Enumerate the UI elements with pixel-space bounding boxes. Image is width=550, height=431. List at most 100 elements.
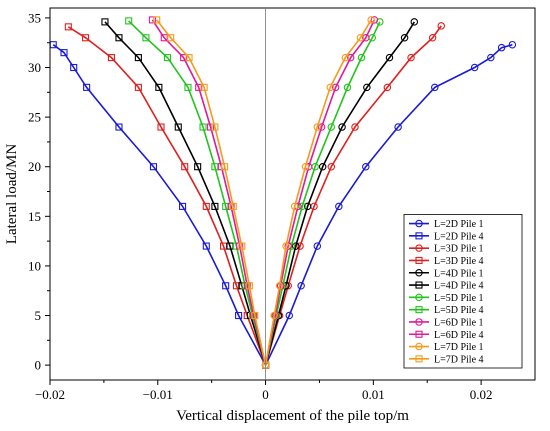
series-10 [261,16,375,369]
data-point [70,63,78,72]
data-point [83,83,91,91]
legend-marker [415,318,423,326]
data-point [400,34,409,42]
data-point [202,202,210,210]
data-point [282,242,290,250]
data-point [142,34,150,42]
data-point [362,34,370,42]
data-point [338,123,346,131]
legend-marker [415,232,423,240]
data-point [134,54,142,62]
data-point [487,53,495,62]
y-tick-label: 15 [28,209,41,224]
legend-label: L=3D Pile 1 [434,244,484,255]
data-point [270,311,278,320]
data-point [245,282,253,290]
data-point [298,202,306,211]
legend-marker [415,256,423,265]
data-point [343,83,352,92]
series-2 [261,22,445,369]
data-point [115,34,123,42]
data-point [470,63,479,72]
data-point [101,18,109,26]
x-axis-title: Vertical displacement of the pile top/m [176,408,409,424]
data-point [370,16,379,24]
legend-label: L=7D Pile 1 [434,342,484,353]
data-point [60,49,68,57]
data-point [284,242,292,250]
series-line [128,20,267,366]
data-point [297,282,305,290]
data-point [134,83,142,91]
data-point [232,282,241,290]
data-point [497,43,506,52]
y-tick-label: 35 [28,10,41,25]
legend-marker [415,355,423,363]
data-point [284,282,292,290]
data-point [327,123,336,131]
legend-label: L=5D Pile 1 [434,293,484,304]
data-point [179,202,187,210]
data-point [331,83,340,92]
series-line [264,25,442,366]
data-point [174,123,182,131]
data-point [222,282,230,290]
data-point [407,53,415,62]
data-point [346,53,355,62]
data-point [428,34,437,42]
legend-marker [415,268,423,277]
series-line [67,26,267,366]
data-point [303,202,312,211]
plot-frame [49,7,536,381]
data-point [155,83,163,91]
legend-label: L=5D Pile 4 [434,305,484,316]
series-line [104,21,267,366]
data-point [181,163,189,171]
data-point [301,162,310,171]
data-point [211,202,219,210]
series-line [264,19,372,366]
data-point [195,83,203,91]
data-point [148,16,156,24]
data-point [362,162,370,171]
data-point [313,123,322,131]
y-tick-label: 5 [35,308,42,323]
data-point [115,123,123,131]
data-point [64,23,72,31]
series-1 [49,41,270,369]
data-point [125,17,133,25]
data-point [431,83,439,92]
y-tick-label: 0 [35,358,42,373]
data-point [184,83,192,91]
data-point [235,311,243,320]
data-point [185,54,193,62]
data-point [251,311,259,320]
y-axis-title: Lateral load/MN [4,144,20,245]
data-point [82,34,90,42]
data-point [385,53,394,62]
legend-label: L=4D Pile 1 [434,268,484,279]
data-point [394,123,402,131]
series-4 [261,18,419,369]
data-point [207,123,215,131]
data-point [317,123,326,131]
legend-label: L=6D Pile 4 [434,330,484,341]
data-point [202,242,210,250]
legend-label: L=6D Pile 1 [434,317,484,328]
x-tick-label: −0.01 [143,387,173,402]
y-tick-label: 20 [28,159,41,174]
data-point [200,83,208,91]
legend-label: L=2D Pile 4 [434,231,484,242]
series-6 [261,18,384,369]
legend-marker [415,342,423,351]
data-point [326,83,334,92]
legend-marker [415,281,423,289]
x-tick-label: 0 [262,387,269,402]
series-layer [49,16,517,369]
data-point [229,202,237,210]
series-line [264,21,415,366]
data-point [318,162,327,171]
axis-ticks: −0.02 −0.01 0 0.01 0.02 0 5 10 15 20 25 30 35 [28,10,492,402]
y-tick-label: 25 [28,110,41,125]
